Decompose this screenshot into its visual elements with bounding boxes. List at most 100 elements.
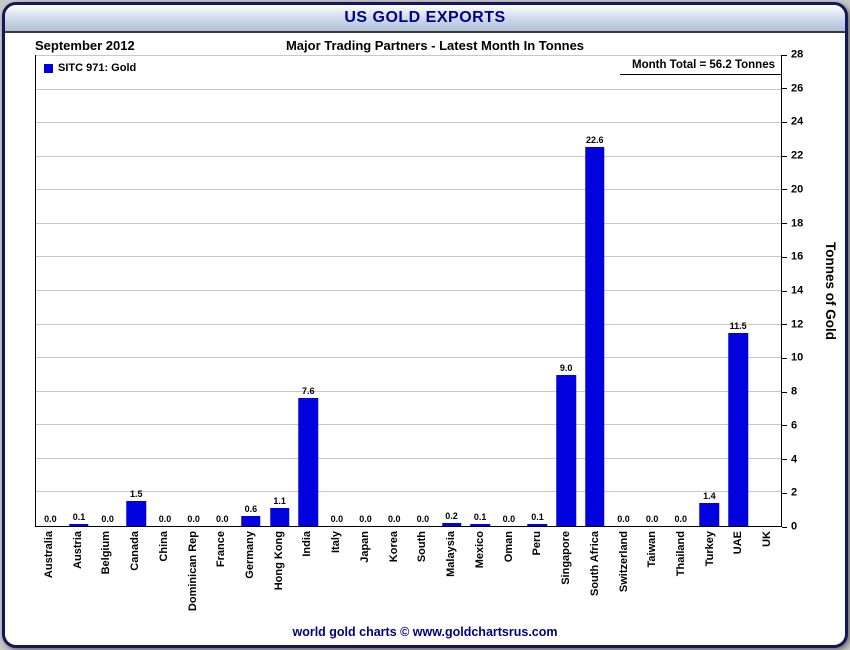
bar-column: 0.0 bbox=[495, 56, 524, 526]
x-tick-label: Hong Kong bbox=[272, 531, 285, 591]
x-tick-cell: UAE bbox=[725, 528, 754, 630]
bar bbox=[69, 524, 89, 526]
x-tick-cell: Mexico bbox=[466, 528, 495, 630]
bar-value-label: 0.0 bbox=[674, 514, 688, 524]
bar-column: 11.5 bbox=[724, 56, 753, 526]
x-axis-labels: Australia Austria Belgium Canada China Domini… bbox=[35, 528, 782, 630]
bar-column: 1.5 bbox=[122, 56, 151, 526]
x-tick-cell: France bbox=[207, 528, 236, 630]
bar bbox=[470, 524, 490, 526]
y-tick-mark bbox=[782, 189, 787, 191]
bar bbox=[126, 500, 147, 526]
bar-column: 0.6 bbox=[237, 56, 266, 526]
y-tick-label: 8 bbox=[791, 385, 798, 398]
y-tick-label: 16 bbox=[791, 250, 804, 263]
x-tick-label: India bbox=[301, 531, 314, 557]
gridlines-layer bbox=[36, 55, 781, 526]
y-tick-label: 28 bbox=[791, 48, 804, 61]
x-tick-label: Germany bbox=[244, 531, 256, 579]
x-tick-cell: Dominican Rep bbox=[179, 528, 208, 630]
y-tick-mark bbox=[782, 391, 787, 393]
bar-column: 0.0 bbox=[151, 56, 180, 526]
x-tick-cell: China bbox=[150, 528, 179, 630]
gridline bbox=[36, 189, 781, 191]
y-tick-mark bbox=[782, 88, 787, 90]
x-tick-cell: Singapore bbox=[552, 528, 581, 630]
x-tick-cell: Oman bbox=[495, 528, 524, 630]
bar-value-label: 0.0 bbox=[387, 514, 401, 524]
y-tick-mark bbox=[782, 155, 787, 157]
y-tick-mark bbox=[782, 290, 787, 292]
gridline bbox=[36, 357, 781, 359]
bar-value-label: 0.0 bbox=[44, 514, 57, 524]
y-tick-label: 6 bbox=[791, 419, 798, 432]
bar-column: 0.0 bbox=[179, 56, 208, 526]
bar-column: 0.2 bbox=[437, 56, 466, 526]
bar-column: 0.0 bbox=[323, 56, 352, 526]
gridline bbox=[36, 457, 781, 459]
y-tick-label: 12 bbox=[791, 318, 804, 331]
y-tick-mark bbox=[782, 324, 787, 326]
x-tick-cell: Belgium bbox=[92, 528, 121, 630]
x-tick-cell: Germany bbox=[236, 528, 265, 630]
gridline bbox=[36, 323, 781, 325]
y-tick-label: 2 bbox=[791, 486, 798, 499]
bar-column bbox=[752, 56, 781, 526]
footer-credit: world gold charts © www.goldchartsrus.co… bbox=[292, 625, 558, 639]
bar bbox=[269, 507, 290, 526]
month-total-label: Month Total = 56.2 Tonnes bbox=[619, 59, 781, 75]
gridline bbox=[36, 122, 781, 124]
x-tick-cell: India bbox=[294, 528, 323, 630]
x-tick-label: Korea bbox=[387, 531, 400, 563]
legend-marker-icon bbox=[44, 63, 53, 73]
bar-column: 0.0 bbox=[36, 56, 65, 526]
x-tick-label: Mexico bbox=[473, 531, 486, 569]
bar-column: 0.0 bbox=[93, 56, 122, 526]
x-tick-label: Singapore bbox=[560, 531, 573, 585]
bar-value-label: 1.1 bbox=[273, 495, 286, 506]
y-tick-label: 20 bbox=[791, 183, 804, 196]
x-tick-cell: Australia bbox=[35, 528, 64, 630]
y-tick-label: 4 bbox=[791, 453, 798, 466]
x-tick-label: South bbox=[416, 531, 429, 563]
bar-value-label: 0.1 bbox=[72, 512, 86, 523]
bar-value-label: 0.0 bbox=[416, 514, 430, 524]
x-tick-label: Turkey bbox=[703, 531, 716, 567]
y-tick-mark bbox=[782, 223, 787, 225]
x-tick-label: UAE bbox=[732, 531, 745, 555]
gridline bbox=[36, 491, 781, 493]
bar-column: 0.0 bbox=[666, 56, 695, 526]
bar-value-label: 0.0 bbox=[617, 514, 630, 524]
x-tick-label: UK bbox=[761, 531, 774, 547]
y-tick-label: 10 bbox=[791, 351, 804, 364]
x-tick-label: Thailand bbox=[675, 531, 688, 577]
x-tick-cell: Switzerland bbox=[610, 528, 639, 630]
bar-value-label: 0.2 bbox=[445, 510, 458, 521]
gridline bbox=[36, 55, 781, 56]
y-tick-mark bbox=[782, 54, 787, 56]
bar-value-label: 0.0 bbox=[158, 514, 172, 524]
bar-column: 1.1 bbox=[265, 56, 294, 526]
y-tick-mark bbox=[782, 357, 787, 359]
x-tick-label: Switzerland bbox=[617, 531, 630, 593]
x-tick-label: Japan bbox=[358, 531, 371, 563]
bar-column: 1.4 bbox=[695, 56, 724, 526]
bar-column: 0.0 bbox=[208, 56, 237, 526]
x-tick-cell: Hong Kong bbox=[265, 528, 294, 630]
x-tick-cell: Taiwan bbox=[638, 528, 667, 630]
y-tick-mark bbox=[782, 459, 787, 461]
bar-column: 0.0 bbox=[351, 56, 380, 526]
bar-value-label: 0.1 bbox=[531, 512, 544, 523]
bar bbox=[241, 515, 261, 526]
y-axis-title: Tonnes of Gold bbox=[823, 242, 838, 340]
period-label: September 2012 bbox=[35, 38, 135, 53]
x-tick-label: Taiwan bbox=[646, 531, 659, 568]
gridline bbox=[36, 290, 781, 291]
page-title: US GOLD EXPORTS bbox=[344, 9, 506, 26]
bar bbox=[585, 146, 605, 526]
x-tick-cell: South Africa bbox=[581, 528, 610, 630]
bar-column: 0.1 bbox=[523, 56, 552, 526]
bar-column: 0.1 bbox=[65, 56, 94, 526]
bar-column: 0.1 bbox=[466, 56, 495, 526]
